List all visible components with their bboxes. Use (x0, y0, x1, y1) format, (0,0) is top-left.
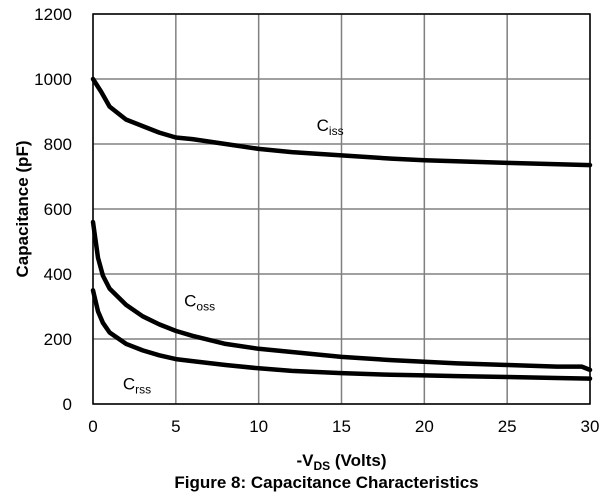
x-tick-label-20: 20 (415, 417, 434, 436)
y-tick-label-600: 600 (44, 200, 72, 219)
y-tick-label-400: 400 (44, 265, 72, 284)
series-lines (90, 76, 593, 381)
x-tick-label-0: 0 (88, 417, 97, 436)
y-tick-label-800: 800 (44, 135, 72, 154)
x-tick-labels: 0 5 10 15 20 25 30 (88, 417, 599, 436)
series-label-crss: Crss (123, 374, 151, 396)
y-tick-labels: 0 200 400 600 800 1000 1200 (34, 5, 72, 414)
x-tick-label-30: 30 (581, 417, 600, 436)
series-line-ciss (90, 76, 593, 168)
x-axis-title: -VDS (Volts) (296, 451, 386, 473)
figure-caption: Figure 8: Capacitance Characteristics (174, 473, 478, 492)
x-tick-label-15: 15 (332, 417, 351, 436)
series-line-crss (90, 288, 593, 381)
series-line-coss (90, 219, 593, 373)
y-tick-label-1200: 1200 (34, 5, 72, 24)
y-tick-label-0: 0 (63, 395, 72, 414)
series-label-coss: Coss (184, 292, 215, 314)
series-label-ciss: Ciss (317, 116, 344, 138)
x-tick-label-10: 10 (249, 417, 268, 436)
plot-frame (92, 13, 591, 405)
y-axis-title: Capacitance (pF) (13, 141, 32, 278)
y-tick-label-1000: 1000 (34, 70, 72, 89)
grid-lines (92, 13, 591, 405)
x-tick-label-5: 5 (171, 417, 180, 436)
x-tick-label-25: 25 (498, 417, 517, 436)
y-tick-label-200: 200 (44, 330, 72, 349)
